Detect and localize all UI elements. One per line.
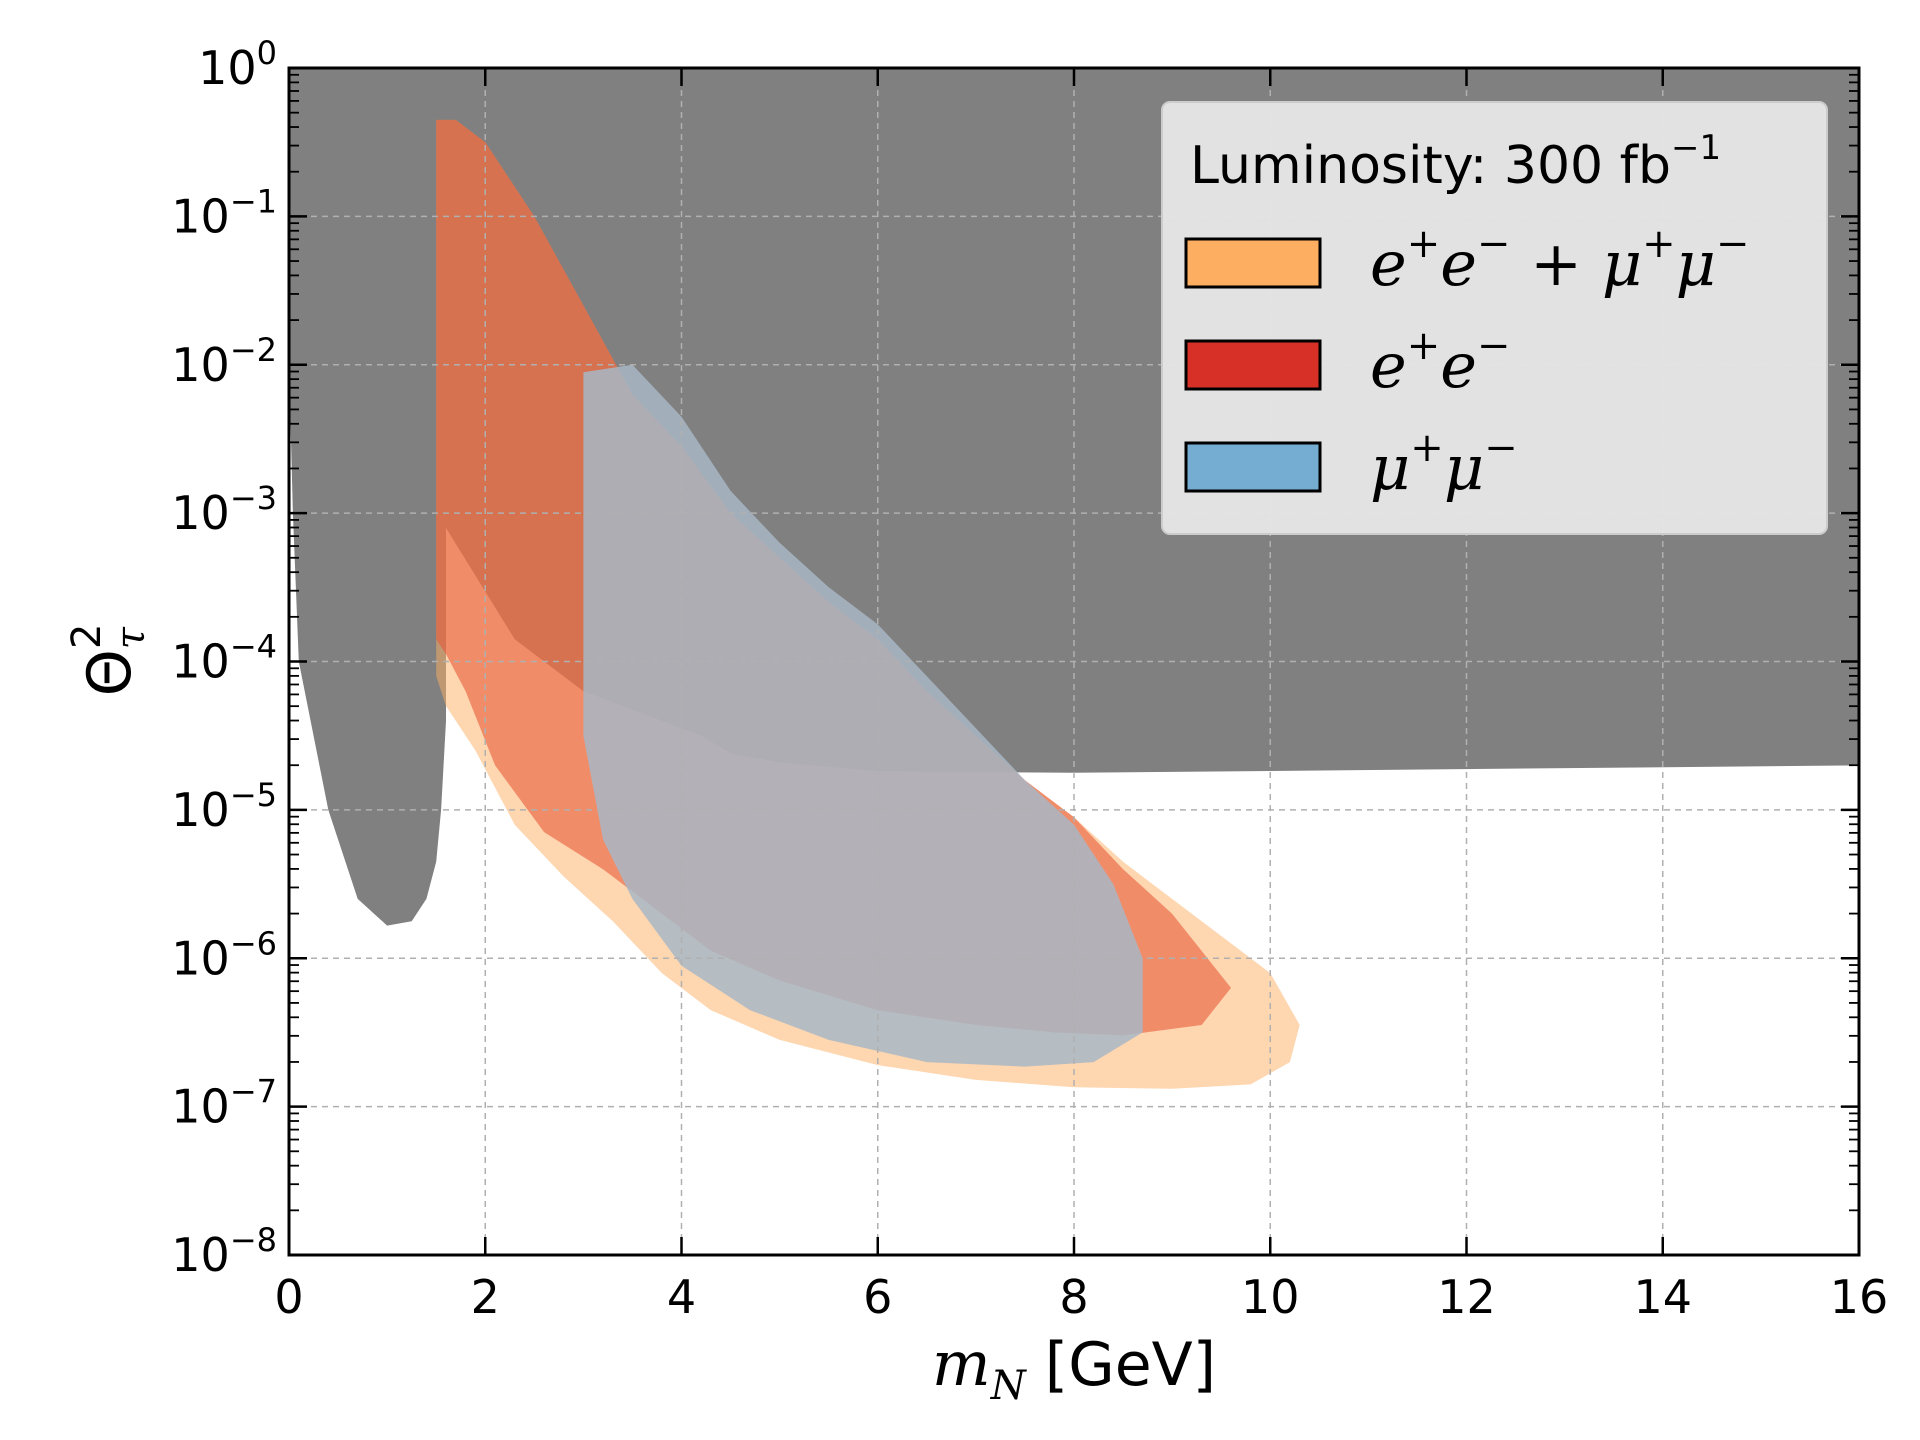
legend-title-text: Luminosity: 300 fb — [1190, 136, 1671, 196]
x-tick-label: 14 — [1633, 1270, 1692, 1324]
y-tick-label: 10−6 — [171, 924, 277, 985]
plot-frame — [287, 66, 1861, 1257]
y-tick-label: 10−5 — [171, 776, 277, 837]
x-tick-label: 4 — [667, 1270, 696, 1324]
legend-entries: e+e− + μ+μ− e+e− μ+μ− — [1184, 221, 1749, 504]
legend-title-sup: −1 — [1671, 128, 1721, 168]
grid-layer — [289, 68, 1859, 1255]
x-axis-title: mN [GeV] — [932, 1327, 1216, 1409]
x-axis-title-unit: [GeV] — [1026, 1330, 1216, 1400]
legend-box — [1161, 101, 1828, 535]
x-tick-label: 8 — [1059, 1270, 1088, 1324]
y-tick-label: 10−1 — [171, 182, 277, 243]
legend: Luminosity: 300 fb−1 e+e− + μ+μ− e+e− μ+μ− — [1161, 101, 1828, 535]
x-tick-label: 0 — [274, 1270, 303, 1324]
x-tick-label: 12 — [1437, 1270, 1496, 1324]
legend-label-ee_plus_mumu: e+e− + μ+μ− — [1370, 221, 1749, 300]
y-tick-label: 10−7 — [171, 1073, 277, 1134]
y-tick-label: 10−2 — [171, 331, 277, 392]
legend-swatch-ee_plus_mumu — [1184, 237, 1322, 289]
region-mu-mu- — [583, 364, 1143, 1067]
x-axis-title-main: m — [932, 1327, 991, 1400]
x-tick-label: 16 — [1830, 1270, 1889, 1324]
y-tick-label: 10−3 — [171, 479, 277, 540]
legend-title: Luminosity: 300 fb−1 — [1190, 128, 1721, 196]
x-tick-label: 10 — [1241, 1270, 1300, 1324]
tick-labels-layer: 0 2 4 6 8 10 12 14 16 100 10−1 10−2 10−3 10−4 10−5 10−6… — [171, 34, 1888, 1324]
y-tick-label: 10−4 — [171, 628, 277, 689]
y-axis-title-sup: 2 — [64, 624, 110, 649]
x-tick-label: 2 — [471, 1270, 500, 1324]
legend-label-mumu: μ+μ− — [1370, 425, 1518, 504]
x-axis-title-sub: N — [990, 1363, 1028, 1409]
legend-swatch-mumu — [1184, 441, 1322, 493]
y-tick-label: 100 — [198, 34, 277, 95]
legend-label-ee: e+e− — [1370, 323, 1510, 402]
y-tick-label: 10−8 — [171, 1221, 277, 1282]
x-tick-label: 6 — [863, 1270, 892, 1324]
y-axis-title-sub: τ — [108, 626, 154, 649]
legend-swatch-ee — [1184, 339, 1322, 391]
y-axis-title-main: Θ — [75, 649, 145, 696]
y-axis-title: Θτ2 — [64, 624, 154, 697]
